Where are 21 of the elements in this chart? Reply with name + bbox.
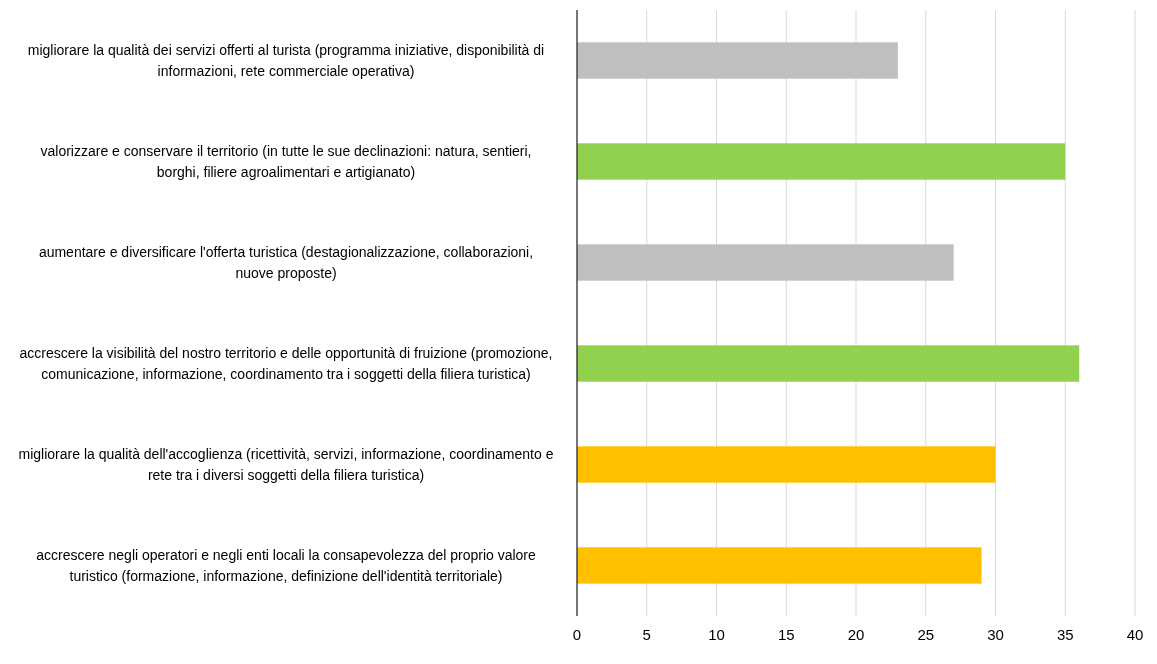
x-tick-label: 30 [987, 626, 1004, 643]
y-tick-label: aumentare e diversificare l'offerta turistica (destagionalizzazione, collaborazioni, nuove proposte) [38, 244, 534, 281]
bar [577, 547, 982, 584]
x-tick-label: 35 [1056, 626, 1074, 643]
bar [577, 143, 1066, 180]
y-tick-label: migliorare la qualità dei servizi offerti al turista (programma iniziative, disponibilità di informazioni, rete commerciale operativa) [27, 42, 545, 79]
x-tick-label: 20 [847, 626, 865, 643]
y-tick-label: accrescere la visibilità del nostro territorio e delle opportunità di fruizione (promozione, comunicazione, informazione, coordinamento tra i soggetti della filiera turistica) [19, 345, 553, 382]
bar [577, 244, 954, 281]
bar [577, 345, 1080, 382]
x-tick-label: 25 [917, 626, 935, 643]
bar [577, 446, 996, 483]
x-tick-label: 15 [777, 626, 795, 643]
y-tick-label: accrescere negli operatori e negli enti locali la consapevolezza del proprio valore turistico (formazione, informazione, definizione dell'identità territoriale) [36, 547, 537, 584]
x-tick-label: 10 [708, 626, 725, 643]
bar [577, 42, 898, 79]
y-tick-label: valorizzare e conservare il territorio (in tutte le sue declinazioni: natura, sentieri, borghi, filiere agroalimentari e artigianato) [40, 143, 532, 180]
y-tick-label: migliorare la qualità dell'accoglienza (ricettività, servizi, informazione, coordinamento e rete tra i diversi soggetti della filiera turistica) [18, 446, 554, 483]
x-tick-label: 0 [572, 626, 582, 643]
x-tick-label: 40 [1126, 626, 1144, 643]
x-tick-label: 5 [642, 626, 651, 643]
